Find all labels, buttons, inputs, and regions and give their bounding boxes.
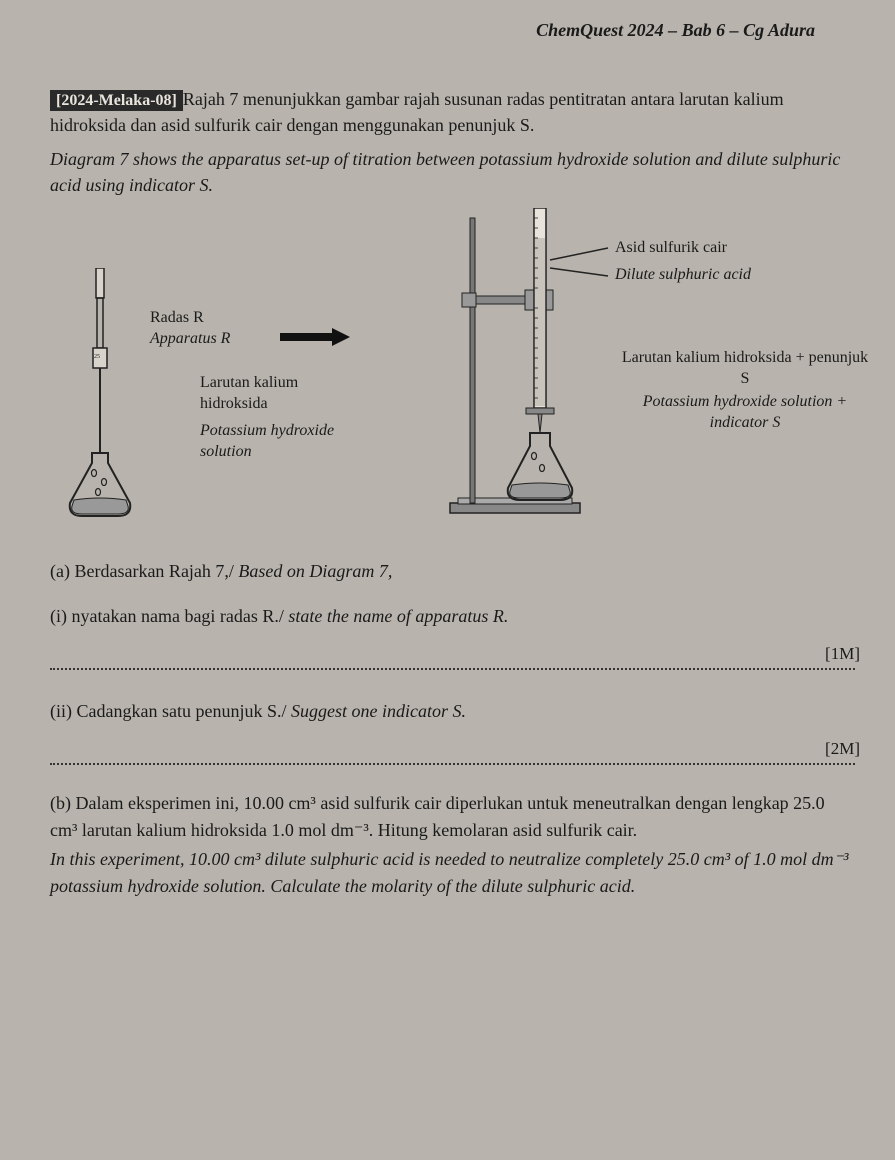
- part-a-en: Based on Diagram 7,: [238, 561, 392, 581]
- pointer-lines: [50, 208, 855, 538]
- part-a-my: (a) Berdasarkan Rajah 7,/: [50, 561, 234, 581]
- page-header: ChemQuest 2024 – Bab 6 – Cg Adura: [50, 20, 855, 41]
- answer-line-aii: [2M]: [50, 743, 855, 765]
- diagram-7: 25 Radas R Apparatus R Larutan kalium hi…: [50, 208, 855, 538]
- part-b-my: (b) Dalam eksperimen ini, 10.00 cm³ asid…: [50, 790, 855, 844]
- part-b-en: In this experiment, 10.00 cm³ dilute sul…: [50, 846, 855, 900]
- mark-aii: [2M]: [825, 739, 860, 759]
- part-ai: (i) nyatakan nama bagi radas R./ state t…: [50, 603, 855, 630]
- mark-ai: [1M]: [825, 644, 860, 664]
- part-aii: (ii) Cadangkan satu penunjuk S./ Suggest…: [50, 698, 855, 725]
- part-aii-en: Suggest one indicator S.: [291, 701, 466, 721]
- part-aii-my: (ii) Cadangkan satu penunjuk S./: [50, 701, 286, 721]
- part-a: (a) Berdasarkan Rajah 7,/ Based on Diagr…: [50, 558, 855, 585]
- source-tag: [2024-Melaka-08]: [50, 90, 183, 111]
- question-intro: [2024-Melaka-08]Rajah 7 menunjukkan gamb…: [50, 86, 855, 138]
- part-ai-en: state the name of apparatus R.: [288, 606, 508, 626]
- part-ai-my: (i) nyatakan nama bagi radas R./: [50, 606, 284, 626]
- intro-english: Diagram 7 shows the apparatus set-up of …: [50, 146, 855, 198]
- answer-line-ai: [1M]: [50, 648, 855, 670]
